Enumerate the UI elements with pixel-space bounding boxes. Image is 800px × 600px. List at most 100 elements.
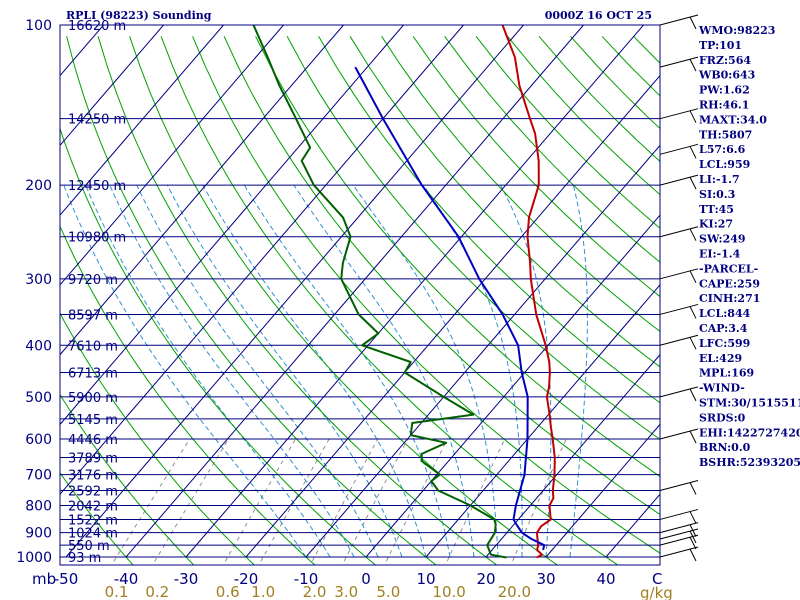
profile-line-2 <box>354 66 546 551</box>
dry-adiabat <box>286 36 660 440</box>
wind-barb <box>659 480 699 492</box>
mixing-ratio-line <box>444 438 506 565</box>
mixing-ratio-line <box>309 438 379 565</box>
mixing-ratio-label: 20.0 <box>498 583 531 600</box>
wind-barb <box>659 108 699 120</box>
height-label: 93 m <box>68 551 101 566</box>
wind-barb <box>659 143 699 155</box>
index-value: WB0:643 <box>698 69 755 82</box>
height-label: 16620 m <box>68 19 126 34</box>
isotherm <box>365 214 660 558</box>
index-value: CAP:3.4 <box>699 322 748 335</box>
mixing-ratio-label: 0.2 <box>145 583 169 600</box>
height-label: 6713 m <box>68 367 118 382</box>
dry-adiabat <box>444 36 660 263</box>
height-label: 5145 m <box>68 413 118 428</box>
index-value: KI:27 <box>699 218 733 231</box>
index-value: MAXT:34.0 <box>699 113 767 126</box>
index-value: SRDS:0 <box>699 411 746 424</box>
dry-adiabat <box>60 471 134 565</box>
wind-barb <box>659 334 699 346</box>
index-value: LCL:959 <box>699 158 750 171</box>
dry-adiabat <box>349 36 660 368</box>
mixing-ratio-label: 10.0 <box>432 583 465 600</box>
index-value: RH:46.1 <box>699 99 749 112</box>
wind-barb-feather <box>689 146 697 159</box>
wind-barb-feather <box>689 176 697 190</box>
index-value: EHI:142272742031 <box>699 426 800 439</box>
index-value: CAPE:259 <box>699 277 760 290</box>
height-label: 10980 m <box>68 231 126 246</box>
wind-barb-feather <box>689 306 697 319</box>
wind-barb-feather <box>689 270 697 284</box>
height-label: 2042 m <box>68 499 118 514</box>
index-value: TH:5807 <box>699 128 752 141</box>
isotherm <box>245 74 660 558</box>
sounding-profiles <box>252 25 556 559</box>
wind-barb-feather <box>689 388 697 402</box>
moist-adiabat <box>500 184 552 558</box>
wind-barb-feather <box>689 110 697 123</box>
isotherm <box>60 25 464 495</box>
pressure-tick-label: 500 <box>25 390 52 406</box>
wind-barb <box>659 56 699 68</box>
index-value: WMO:98223 <box>698 24 775 37</box>
isotherm <box>60 25 284 286</box>
wind-barb <box>659 546 699 558</box>
plot-frame <box>59 24 661 566</box>
pressure-tick-label: 600 <box>25 432 52 448</box>
pressure-tick-label: 200 <box>25 178 52 194</box>
height-label: 1024 m <box>68 527 118 542</box>
index-value: EI:-1.4 <box>699 248 741 261</box>
wind-barb <box>659 528 699 540</box>
y-axis-unit: mb <box>32 570 56 588</box>
temperature-tick-label: 30 <box>536 570 555 588</box>
wind-barb-feather <box>689 430 697 444</box>
wind-barb <box>659 226 699 238</box>
isotherm <box>305 144 660 558</box>
dry-adiabat <box>129 36 559 565</box>
height-label: 550 m <box>68 539 110 554</box>
index-value: BSHR:52393205458 <box>699 456 800 469</box>
pressure-tick-label: 900 <box>25 526 52 542</box>
wind-barb <box>659 268 699 280</box>
index-value: SI:0.3 <box>699 188 735 201</box>
dry-adiabat <box>60 225 316 565</box>
wind-barb <box>659 303 699 315</box>
temperature-tick-labels: -50 -40 -30 -20 -10 0 10 20 30 40 <box>54 570 616 588</box>
pressure-tick-label: 800 <box>25 498 52 514</box>
chart-title: RPLI (98223) Sounding <box>66 9 212 22</box>
mixing-ratio-lines <box>111 438 567 565</box>
isotherm <box>60 25 224 216</box>
index-value: MPL:169 <box>699 367 754 380</box>
index-value: EL:429 <box>699 352 742 365</box>
temperature-tick-label: -50 <box>54 570 79 588</box>
moist-adiabat <box>423 184 523 557</box>
index-value: PW:1.62 <box>699 84 750 97</box>
wind-barb <box>659 428 699 440</box>
wind-barb <box>659 174 699 186</box>
pressure-tick-label: 300 <box>25 272 52 288</box>
mix-axis-unit: g/kg <box>640 584 673 600</box>
dry-adiabat <box>192 36 660 554</box>
x-axis-unit: C <box>652 570 662 588</box>
dry-adiabat <box>60 312 256 565</box>
mixing-ratio-label: 1.0 <box>251 583 275 600</box>
index-value: STM:30/151551104 <box>699 397 800 410</box>
index-value: -WIND- <box>699 382 745 395</box>
height-label: 8597 m <box>68 308 118 323</box>
mixing-ratio-line <box>341 438 409 565</box>
isotherm <box>60 25 404 426</box>
wind-barb <box>659 386 699 398</box>
isotherm <box>485 353 660 558</box>
mixing-ratio-label: 2.0 <box>303 583 327 600</box>
mixing-ratio-label: 5.0 <box>376 583 400 600</box>
index-value: SW:249 <box>699 233 746 246</box>
height-label: 3789 m <box>68 451 118 466</box>
height-label: 4446 m <box>68 433 118 448</box>
index-value: BRN:0.0 <box>699 441 751 454</box>
temperature-tick-label: 40 <box>596 570 615 588</box>
wind-barb-feather <box>689 511 697 524</box>
mixing-ratio-line <box>258 438 330 565</box>
